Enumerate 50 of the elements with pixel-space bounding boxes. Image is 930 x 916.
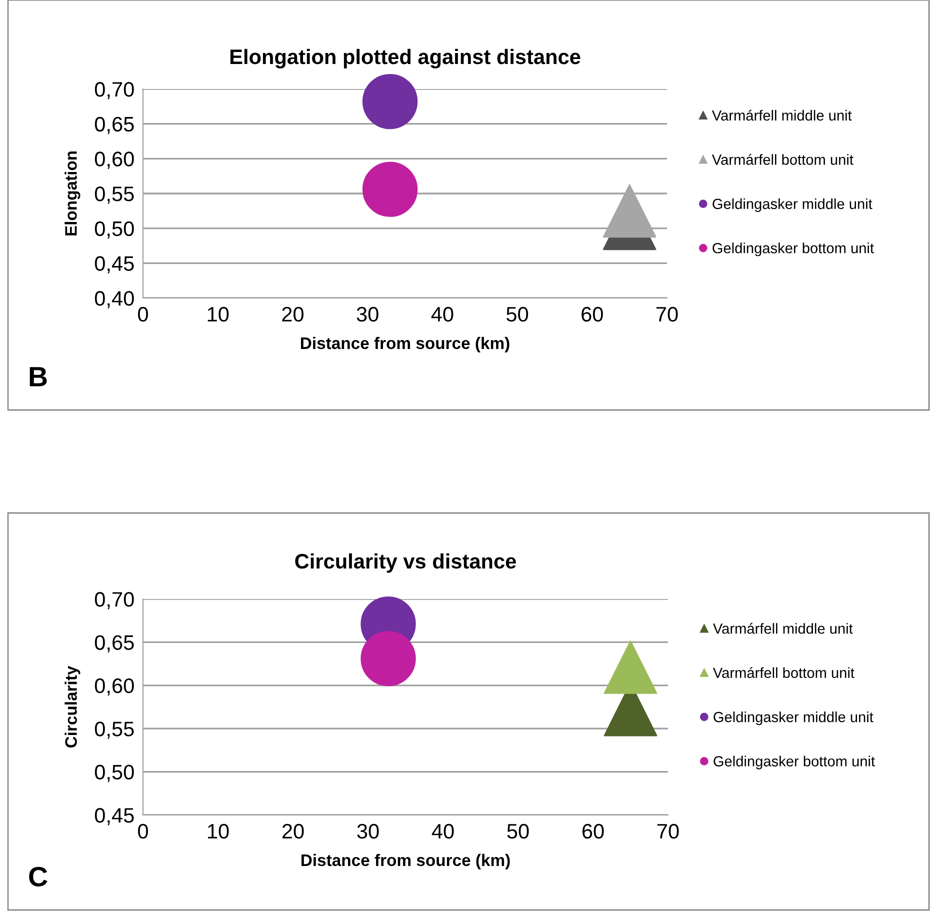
point	[362, 74, 418, 130]
legend-label: Geldingasker bottom unit	[714, 756, 875, 770]
y-tick-label: 0,50	[94, 764, 134, 782]
y-tick-label: 0,70	[94, 82, 134, 100]
point	[604, 640, 658, 694]
y-tick-label: 0,40	[94, 291, 134, 308]
x-tick-label: 40	[432, 824, 454, 839]
x-axis-title: Distance from source (km)	[301, 854, 510, 870]
x-tick-label: 20	[282, 824, 304, 839]
x-tick-label: 70	[656, 306, 678, 322]
x-tick-label: 10	[208, 824, 229, 839]
y-tick-label: 0,60	[94, 152, 134, 169]
legend-label: Geldingasker middle unit	[712, 198, 872, 212]
x-tick-label: 70	[657, 824, 679, 839]
y-tick-label: 0,55	[94, 186, 134, 204]
legend-label: Varmárfell bottom unit	[712, 154, 854, 165]
text: C	[29, 866, 48, 887]
chart-title: Elongation plotted against distance	[230, 48, 580, 68]
y-axis-title: Circularity	[64, 666, 80, 748]
point	[362, 162, 418, 217]
legend-label: Geldingasker bottom unit	[712, 242, 874, 256]
y-tick-label: 0,65	[94, 116, 134, 134]
point	[360, 631, 416, 686]
legend-label: Varmárfell middle unit	[712, 622, 853, 634]
x-tick-label: 50	[507, 824, 529, 839]
x-tick-label: 20	[282, 306, 304, 322]
x-tick-label: 10	[208, 306, 229, 322]
y-axis-title: Elongation	[64, 151, 80, 236]
x-tick-label: 0	[138, 824, 148, 839]
y-tick-label: 0,65	[94, 635, 134, 652]
y-tick-label: 0,50	[94, 221, 134, 239]
legend-label: Varmárfell bottom unit	[712, 667, 854, 678]
y-tick-label: 0,55	[94, 722, 134, 739]
y-tick-label: 0,45	[94, 256, 134, 274]
x-tick-label: 50	[506, 306, 528, 322]
y-tick-label: 0,70	[94, 592, 134, 610]
point	[602, 184, 656, 238]
legend-label: Varmárfell middle unit	[712, 110, 852, 121]
x-tick-label: 60	[582, 824, 604, 839]
x-tick-label: 30	[357, 824, 379, 839]
x-tick-label: 60	[582, 306, 603, 322]
y-tick-label: 0,60	[94, 678, 134, 696]
legend-label: Geldingasker middle unit	[714, 712, 874, 726]
text: B	[30, 367, 47, 386]
x-tick-label: 30	[356, 306, 378, 322]
x-axis-title: Distance from source (km)	[300, 336, 510, 352]
y-tick-label: 0,45	[94, 808, 134, 826]
chart-title: Circularity vs distance	[295, 553, 516, 573]
x-tick-label: 40	[431, 306, 454, 322]
x-tick-label: 0	[138, 306, 148, 322]
